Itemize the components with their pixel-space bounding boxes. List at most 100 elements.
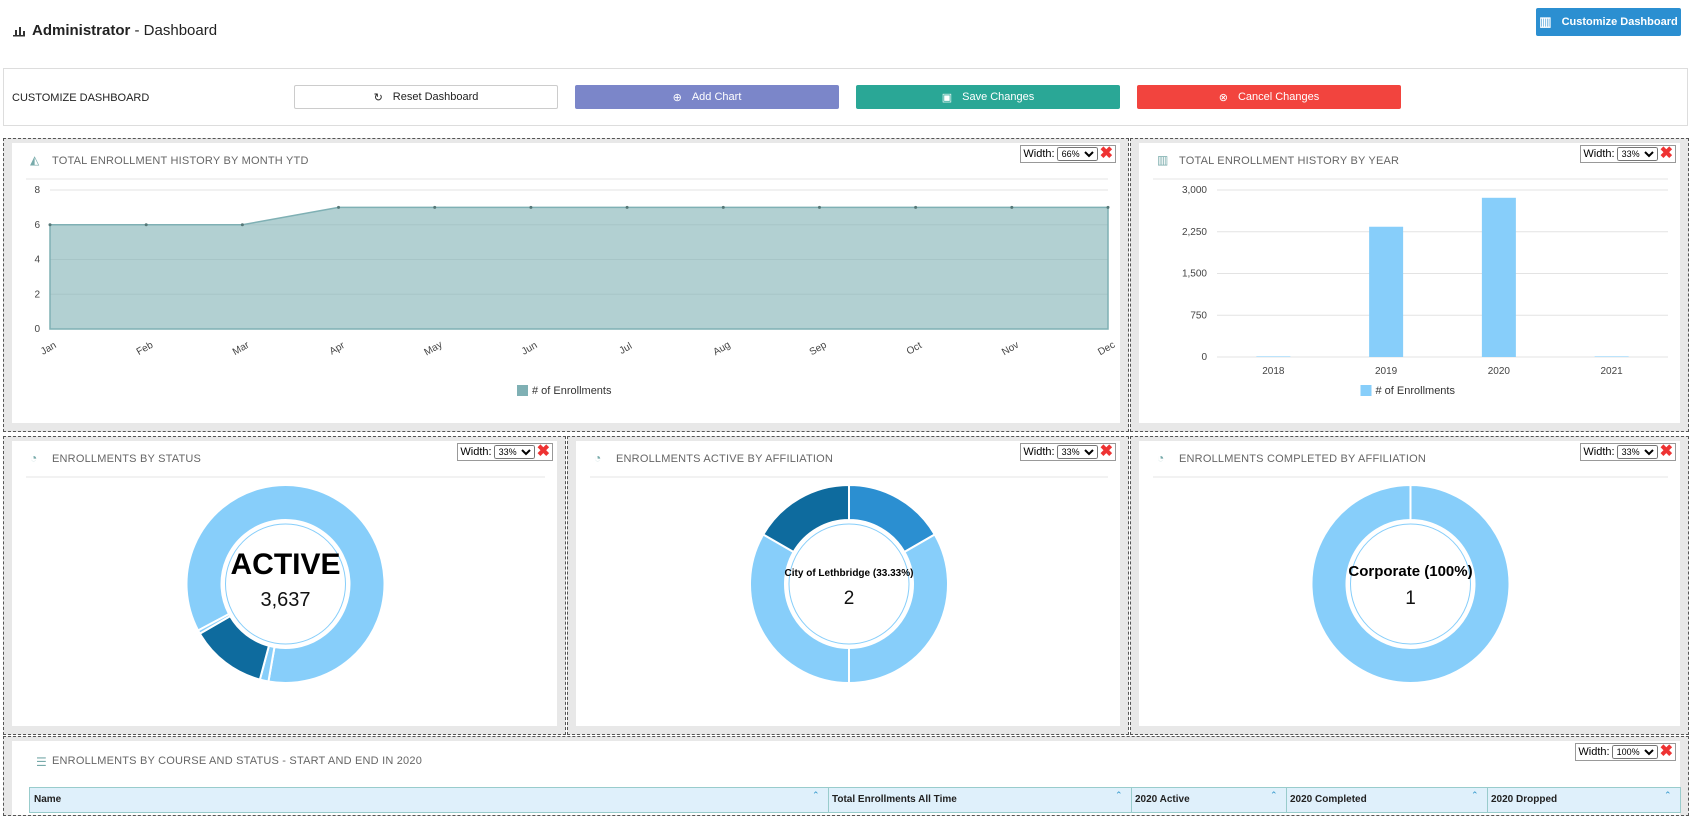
panel-title: TOTAL ENROLLMENT HISTORY BY MONTH YTD bbox=[52, 155, 309, 167]
page-title: Administrator - Dashboard bbox=[12, 22, 217, 39]
inner-ring bbox=[788, 523, 910, 645]
y-tick-label: 8 bbox=[34, 185, 40, 196]
inner-ring bbox=[225, 523, 346, 645]
sort-icon: ⌃ bbox=[1471, 790, 1479, 800]
width-control: Width: 66% ✖ bbox=[1020, 145, 1116, 163]
column-header[interactable]: Total Enrollments All Time bbox=[832, 794, 957, 805]
y-tick-label: 4 bbox=[34, 255, 40, 266]
panel-body: City of Lethbridge (33.33%) 2 ◔ ENROLLMENTS… bbox=[576, 441, 1120, 726]
point bbox=[529, 205, 533, 209]
pie-segment bbox=[761, 483, 850, 554]
x-tick-label: Jul bbox=[618, 341, 635, 357]
remove-button[interactable]: ✖ bbox=[1099, 145, 1113, 162]
cancel-button[interactable]: ⊗ Cancel Changes bbox=[1137, 85, 1401, 109]
width-control: Width: 100% ✖ bbox=[1575, 743, 1676, 761]
sort-icon: ⌃ bbox=[1664, 790, 1672, 800]
y-tick-label: 3,000 bbox=[1182, 185, 1207, 196]
x-tick-label: 2021 bbox=[1601, 366, 1624, 377]
x-tick-label: Mar bbox=[231, 339, 252, 357]
chart: 0 2 4 6 8 Jan Feb Mar Apr May Jun Jul Aug Sep Oct Nov De… bbox=[26, 178, 1117, 397]
y-tick-label: 0 bbox=[34, 324, 40, 335]
remove-button[interactable]: ✖ bbox=[536, 443, 550, 460]
pie-segment bbox=[1310, 483, 1511, 684]
bar bbox=[1369, 226, 1404, 357]
panel-title: ENROLLMENTS BY STATUS bbox=[52, 453, 202, 465]
x-tick-label: 2020 bbox=[1488, 366, 1511, 377]
pie-segment bbox=[848, 533, 949, 685]
chart-panel: ACTIVE 3,637 ◔ ENROLLMENTS BY STATUS Width: 3… bbox=[3, 436, 566, 735]
column-header[interactable]: Name bbox=[34, 794, 62, 805]
remove-button[interactable]: ✖ bbox=[1659, 145, 1673, 162]
legend-label: # of Enrollments bbox=[1376, 385, 1456, 397]
panel-body: ACTIVE 3,637 ◔ ENROLLMENTS BY STATUS Width: 3… bbox=[12, 441, 557, 726]
bar bbox=[1256, 356, 1291, 357]
width-select[interactable]: 66% bbox=[1056, 147, 1098, 161]
panel-title: ENROLLMENTS ACTIVE BY AFFILIATION bbox=[616, 453, 834, 465]
x-tick-label: Jan bbox=[39, 340, 58, 358]
table-header: Name ⌃ Total Enrollments All Time ⌃ 2020 Act… bbox=[29, 787, 1681, 813]
pie-segment bbox=[185, 484, 386, 684]
point bbox=[721, 205, 725, 209]
remove-button[interactable]: ✖ bbox=[1659, 443, 1673, 460]
center-name: ACTIVE bbox=[230, 548, 340, 581]
width-label: Width: bbox=[1578, 746, 1610, 758]
chart-panel: 0 2 4 6 8 Jan Feb Mar Apr May Jun Jul Aug Sep Oct Nov De… bbox=[3, 138, 1129, 432]
icon: ◭ bbox=[30, 153, 40, 167]
y-tick-label: 1,500 bbox=[1182, 269, 1207, 280]
icon: ▥ bbox=[1157, 153, 1169, 167]
pie-segment bbox=[196, 612, 232, 636]
column-header[interactable]: 2020 Completed bbox=[1290, 794, 1367, 805]
x-tick-label: Jun bbox=[520, 340, 539, 358]
x-tick-label: 2019 bbox=[1375, 366, 1398, 377]
reset-button[interactable]: ↻ Reset Dashboard bbox=[294, 85, 558, 109]
chart-panel: City of Lethbridge (33.33%) 2 ◔ ENROLLMENTS… bbox=[567, 436, 1129, 735]
width-select[interactable]: 100% bbox=[1611, 745, 1658, 759]
save-button[interactable]: ▣ Save Changes bbox=[856, 85, 1120, 109]
column-header[interactable]: 2020 Active bbox=[1135, 794, 1190, 805]
y-tick-label: 2,250 bbox=[1182, 227, 1207, 238]
center-value: 3,637 bbox=[260, 589, 310, 611]
width-select[interactable]: 33% bbox=[1616, 445, 1658, 459]
y-tick-label: 2 bbox=[34, 289, 40, 300]
x-tick-label: Feb bbox=[135, 340, 156, 358]
sort-icon: ⌃ bbox=[812, 790, 820, 800]
width-label: Width: bbox=[1023, 446, 1055, 458]
sort-icon: ⌃ bbox=[1115, 790, 1123, 800]
width-select[interactable]: 33% bbox=[1056, 445, 1098, 459]
panel-body: ENROLLMENTS BY COURSE AND STATUS - START… bbox=[12, 741, 1681, 815]
x-tick-label: 2018 bbox=[1262, 366, 1285, 377]
width-select[interactable]: 33% bbox=[1616, 147, 1658, 161]
x-tick-label: Oct bbox=[905, 340, 924, 357]
y-tick-label: 6 bbox=[34, 220, 40, 231]
remove-button[interactable]: ✖ bbox=[1659, 743, 1673, 760]
y-tick-label: 0 bbox=[1201, 352, 1207, 363]
point bbox=[433, 205, 437, 209]
button-label: Reset Dashboard bbox=[392, 91, 479, 103]
column-header[interactable]: 2020 Dropped bbox=[1491, 794, 1558, 805]
center-value: 2 bbox=[844, 588, 855, 609]
point bbox=[144, 223, 148, 227]
chart: ACTIVE 3,637 bbox=[26, 476, 545, 684]
bar bbox=[1594, 356, 1629, 357]
width-label: Width: bbox=[1583, 446, 1615, 458]
chart-panel: Corporate (100%) 1 ◔ ENROLLMENTS COMPLETED … bbox=[1130, 436, 1689, 735]
width-select[interactable]: 33% bbox=[493, 445, 535, 459]
add-chart-button[interactable]: ⊕ Add Chart bbox=[575, 85, 839, 109]
icon: ◔ bbox=[1157, 451, 1165, 465]
pie-segment bbox=[749, 533, 850, 685]
point bbox=[817, 205, 821, 209]
panel-title: ENROLLMENTS COMPLETED BY AFFILIATION bbox=[1179, 453, 1427, 465]
icon: ◔ bbox=[30, 451, 38, 465]
remove-button[interactable]: ✖ bbox=[1099, 443, 1113, 460]
center-name: City of Lethbridge (33.33%) bbox=[785, 568, 914, 579]
chart-panel: 0 750 1,500 2,250 3,000 2018 2019 2020 2021 # of … bbox=[1130, 138, 1689, 432]
toolbar-label: CUSTOMIZE DASHBOARD bbox=[12, 92, 150, 104]
width-label: Width: bbox=[1023, 148, 1055, 160]
point bbox=[1106, 205, 1110, 209]
customize-button[interactable]: ▥ Customize Dashboard bbox=[1536, 8, 1681, 36]
panel-body: 0 2 4 6 8 Jan Feb Mar Apr May Jun Jul Aug Sep Oct Nov De… bbox=[12, 143, 1120, 423]
panel-body: 0 750 1,500 2,250 3,000 2018 2019 2020 2021 # of … bbox=[1139, 143, 1680, 423]
legend-label: # of Enrollments bbox=[532, 385, 612, 397]
x-tick-label: Aug bbox=[712, 340, 733, 358]
center-value: 1 bbox=[1405, 588, 1416, 609]
